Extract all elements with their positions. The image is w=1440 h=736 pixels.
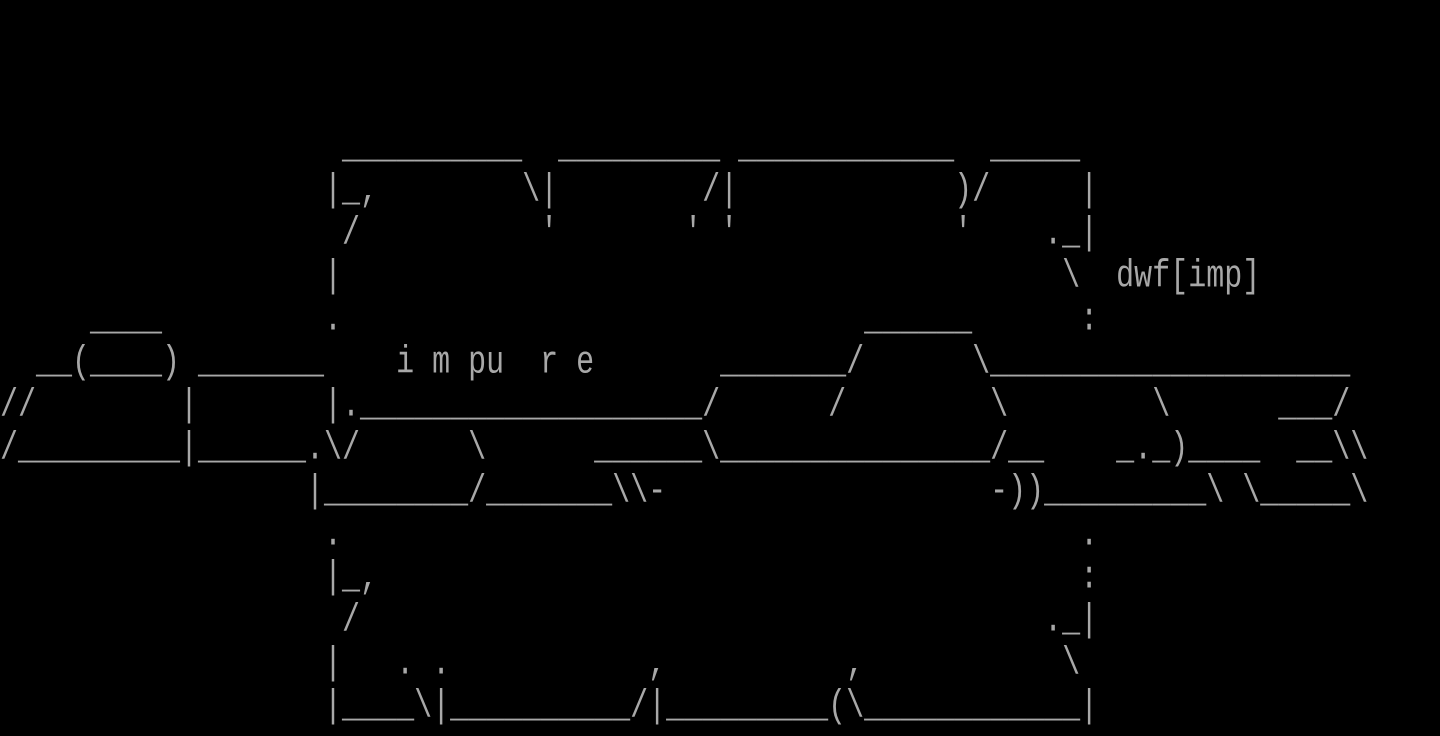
ascii-line: __________ _________ ____________ _____ [0,126,1081,171]
ascii-line: |____\|__________/|_________(\__________… [0,685,1099,730]
ascii-line: /_________|______.\/ \ ______\__________… [0,427,1369,472]
ascii-line: // | |.___________________/ / \ \ ___/ [0,384,1351,429]
ascii-line: / ._| [0,599,1099,644]
ascii-line: |_, \| /| )/ | [0,169,1099,214]
ascii-line: | . . , , \ [0,642,1081,687]
ascii-line: . . [0,513,1099,558]
ascii-line: |_, : [0,556,1099,601]
ascii-line-label: | \ dwf[imp] [0,255,1261,300]
terminal-screen: __________ _________ ____________ _____ … [0,126,1440,731]
ascii-line: / ' ' ' ' ._| [0,212,1099,257]
ascii-line-title: __(____) _______ i m pu r e _______/ \__… [0,341,1351,386]
ascii-line: |________/_______\\- -))_________\ \____… [0,470,1369,515]
ascii-line: ____ . ______ : [0,298,1099,343]
